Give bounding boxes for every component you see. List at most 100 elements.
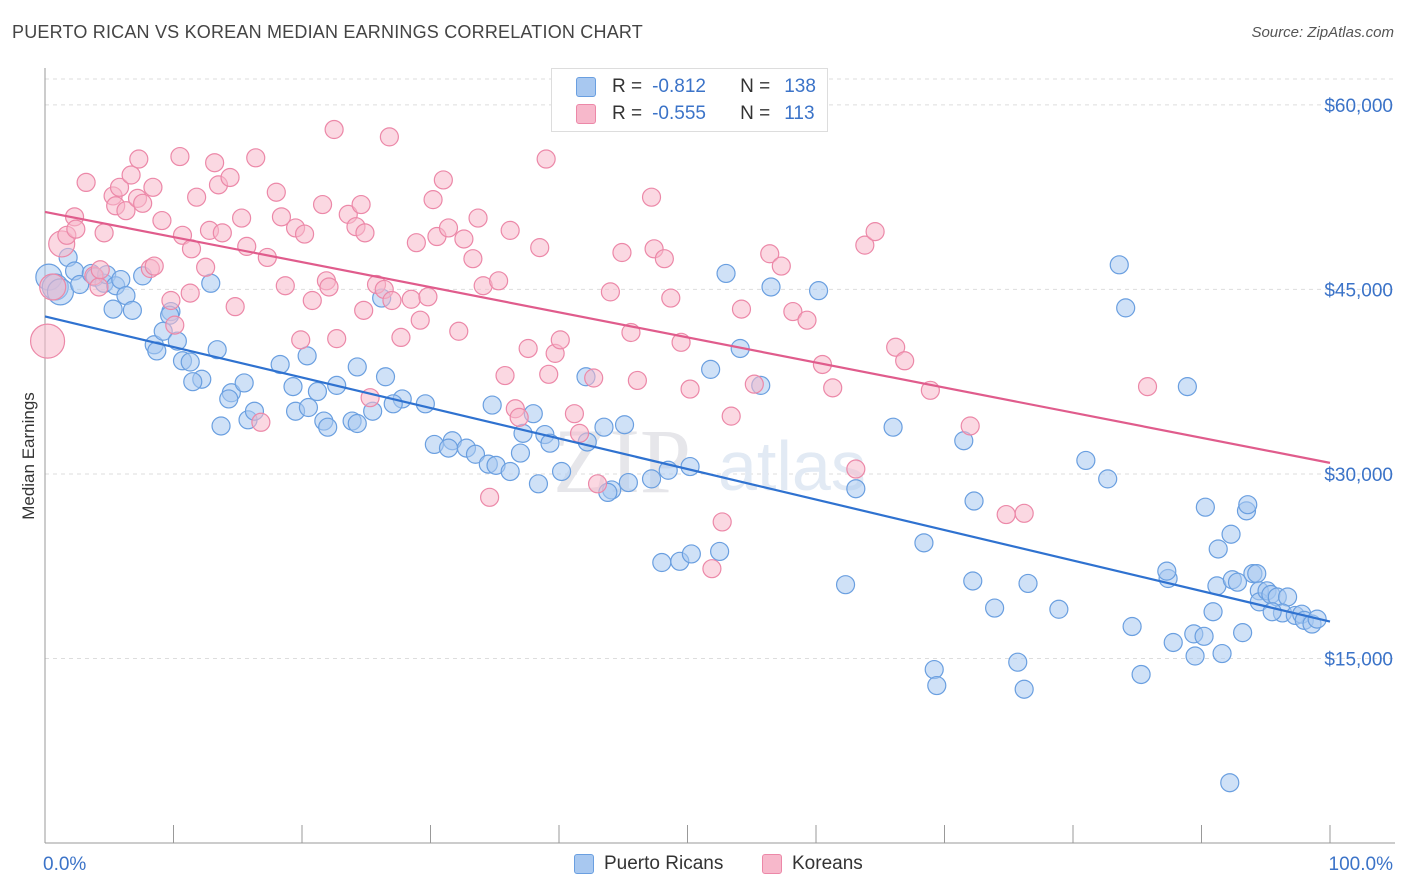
y-tick-label: $15,000 (1324, 649, 1393, 670)
data-point (212, 223, 232, 243)
data-point (116, 201, 136, 221)
data-point (1109, 255, 1129, 275)
data-point (201, 273, 221, 293)
data-point (528, 474, 549, 494)
data-point (298, 397, 319, 418)
y-axis-label: Median Earnings (19, 392, 38, 520)
data-point (406, 233, 426, 253)
data-point (187, 187, 207, 207)
data-point (1227, 572, 1248, 592)
data-point (855, 235, 875, 255)
data-point (312, 194, 333, 215)
data-point (180, 352, 200, 372)
koreans-trendline (44, 210, 1331, 464)
blue-swatch-icon (574, 854, 594, 874)
data-point (294, 224, 315, 244)
data-point (594, 417, 614, 437)
data-point (39, 273, 67, 301)
data-point (438, 218, 459, 238)
pink-swatch-icon (576, 104, 596, 124)
watermark-atlas: atlas (718, 427, 866, 505)
data-point (509, 407, 529, 427)
data-point (808, 281, 829, 301)
r-label: R = (612, 76, 643, 97)
n-label: N = (740, 76, 771, 97)
data-point (391, 327, 411, 348)
data-point (960, 416, 980, 436)
data-point (771, 256, 791, 276)
data-point (835, 575, 856, 595)
data-point (518, 338, 538, 359)
data-point (90, 260, 110, 280)
data-point (1008, 652, 1028, 672)
data-point (886, 337, 906, 357)
data-point (382, 290, 402, 311)
data-point (1233, 623, 1253, 643)
x-tick-label: 0.0% (43, 854, 86, 875)
data-point (270, 354, 290, 375)
data-point (418, 287, 438, 307)
data-point (1157, 561, 1177, 581)
data-point (165, 315, 185, 335)
data-point (550, 330, 570, 350)
data-point (1076, 450, 1096, 471)
data-point (275, 276, 295, 296)
data-point (1247, 563, 1267, 584)
data-point (654, 249, 674, 269)
data-point (985, 598, 1005, 618)
data-point (94, 223, 114, 243)
data-point (207, 340, 227, 360)
data-point (66, 219, 86, 239)
data-point (761, 277, 781, 297)
data-point (712, 512, 732, 532)
data-point (914, 533, 934, 553)
data-point (122, 300, 142, 320)
data-point (375, 367, 396, 387)
data-point (641, 187, 662, 207)
data-point (433, 170, 453, 190)
data-point (1122, 616, 1142, 637)
r-value: -0.555 (652, 103, 706, 124)
data-point (246, 148, 266, 168)
data-point (283, 377, 303, 397)
data-point (513, 423, 533, 443)
data-point (347, 413, 367, 434)
data-point (551, 461, 572, 482)
data-point (1194, 626, 1214, 646)
y-tick-label: $60,000 (1324, 96, 1393, 117)
data-point (219, 389, 239, 409)
data-point (883, 417, 903, 437)
data-point (1137, 377, 1158, 397)
data-point (1014, 679, 1034, 699)
data-point (500, 220, 520, 240)
data-point (351, 194, 371, 215)
data-point (536, 149, 556, 169)
puerto-ricans-points (35, 247, 1327, 793)
data-point (454, 229, 474, 249)
data-point (70, 274, 90, 295)
data-point (1221, 524, 1241, 544)
data-point (355, 223, 375, 243)
r-value: -0.812 (652, 76, 706, 97)
data-point (584, 368, 604, 388)
data-point (205, 153, 225, 173)
data-point (438, 438, 459, 458)
data-point (297, 346, 317, 366)
data-point (1195, 497, 1215, 517)
data-point (846, 479, 866, 499)
data-point (701, 359, 721, 379)
data-point (1277, 587, 1298, 607)
n-value: 113 (784, 103, 815, 124)
data-point (449, 321, 469, 341)
data-point (1208, 539, 1228, 559)
y-tick-label: $45,000 (1324, 280, 1393, 301)
data-point (319, 277, 339, 297)
bottom-legend-koreans: Koreans (762, 852, 863, 876)
data-point (133, 193, 153, 213)
stats-legend: R = -0.812 N = 138 R = -0.555 N = 113 (551, 68, 828, 132)
data-point (1098, 469, 1118, 489)
data-point (347, 357, 367, 377)
data-point (401, 289, 421, 309)
data-point (996, 504, 1016, 525)
blue-swatch-icon (576, 77, 596, 97)
